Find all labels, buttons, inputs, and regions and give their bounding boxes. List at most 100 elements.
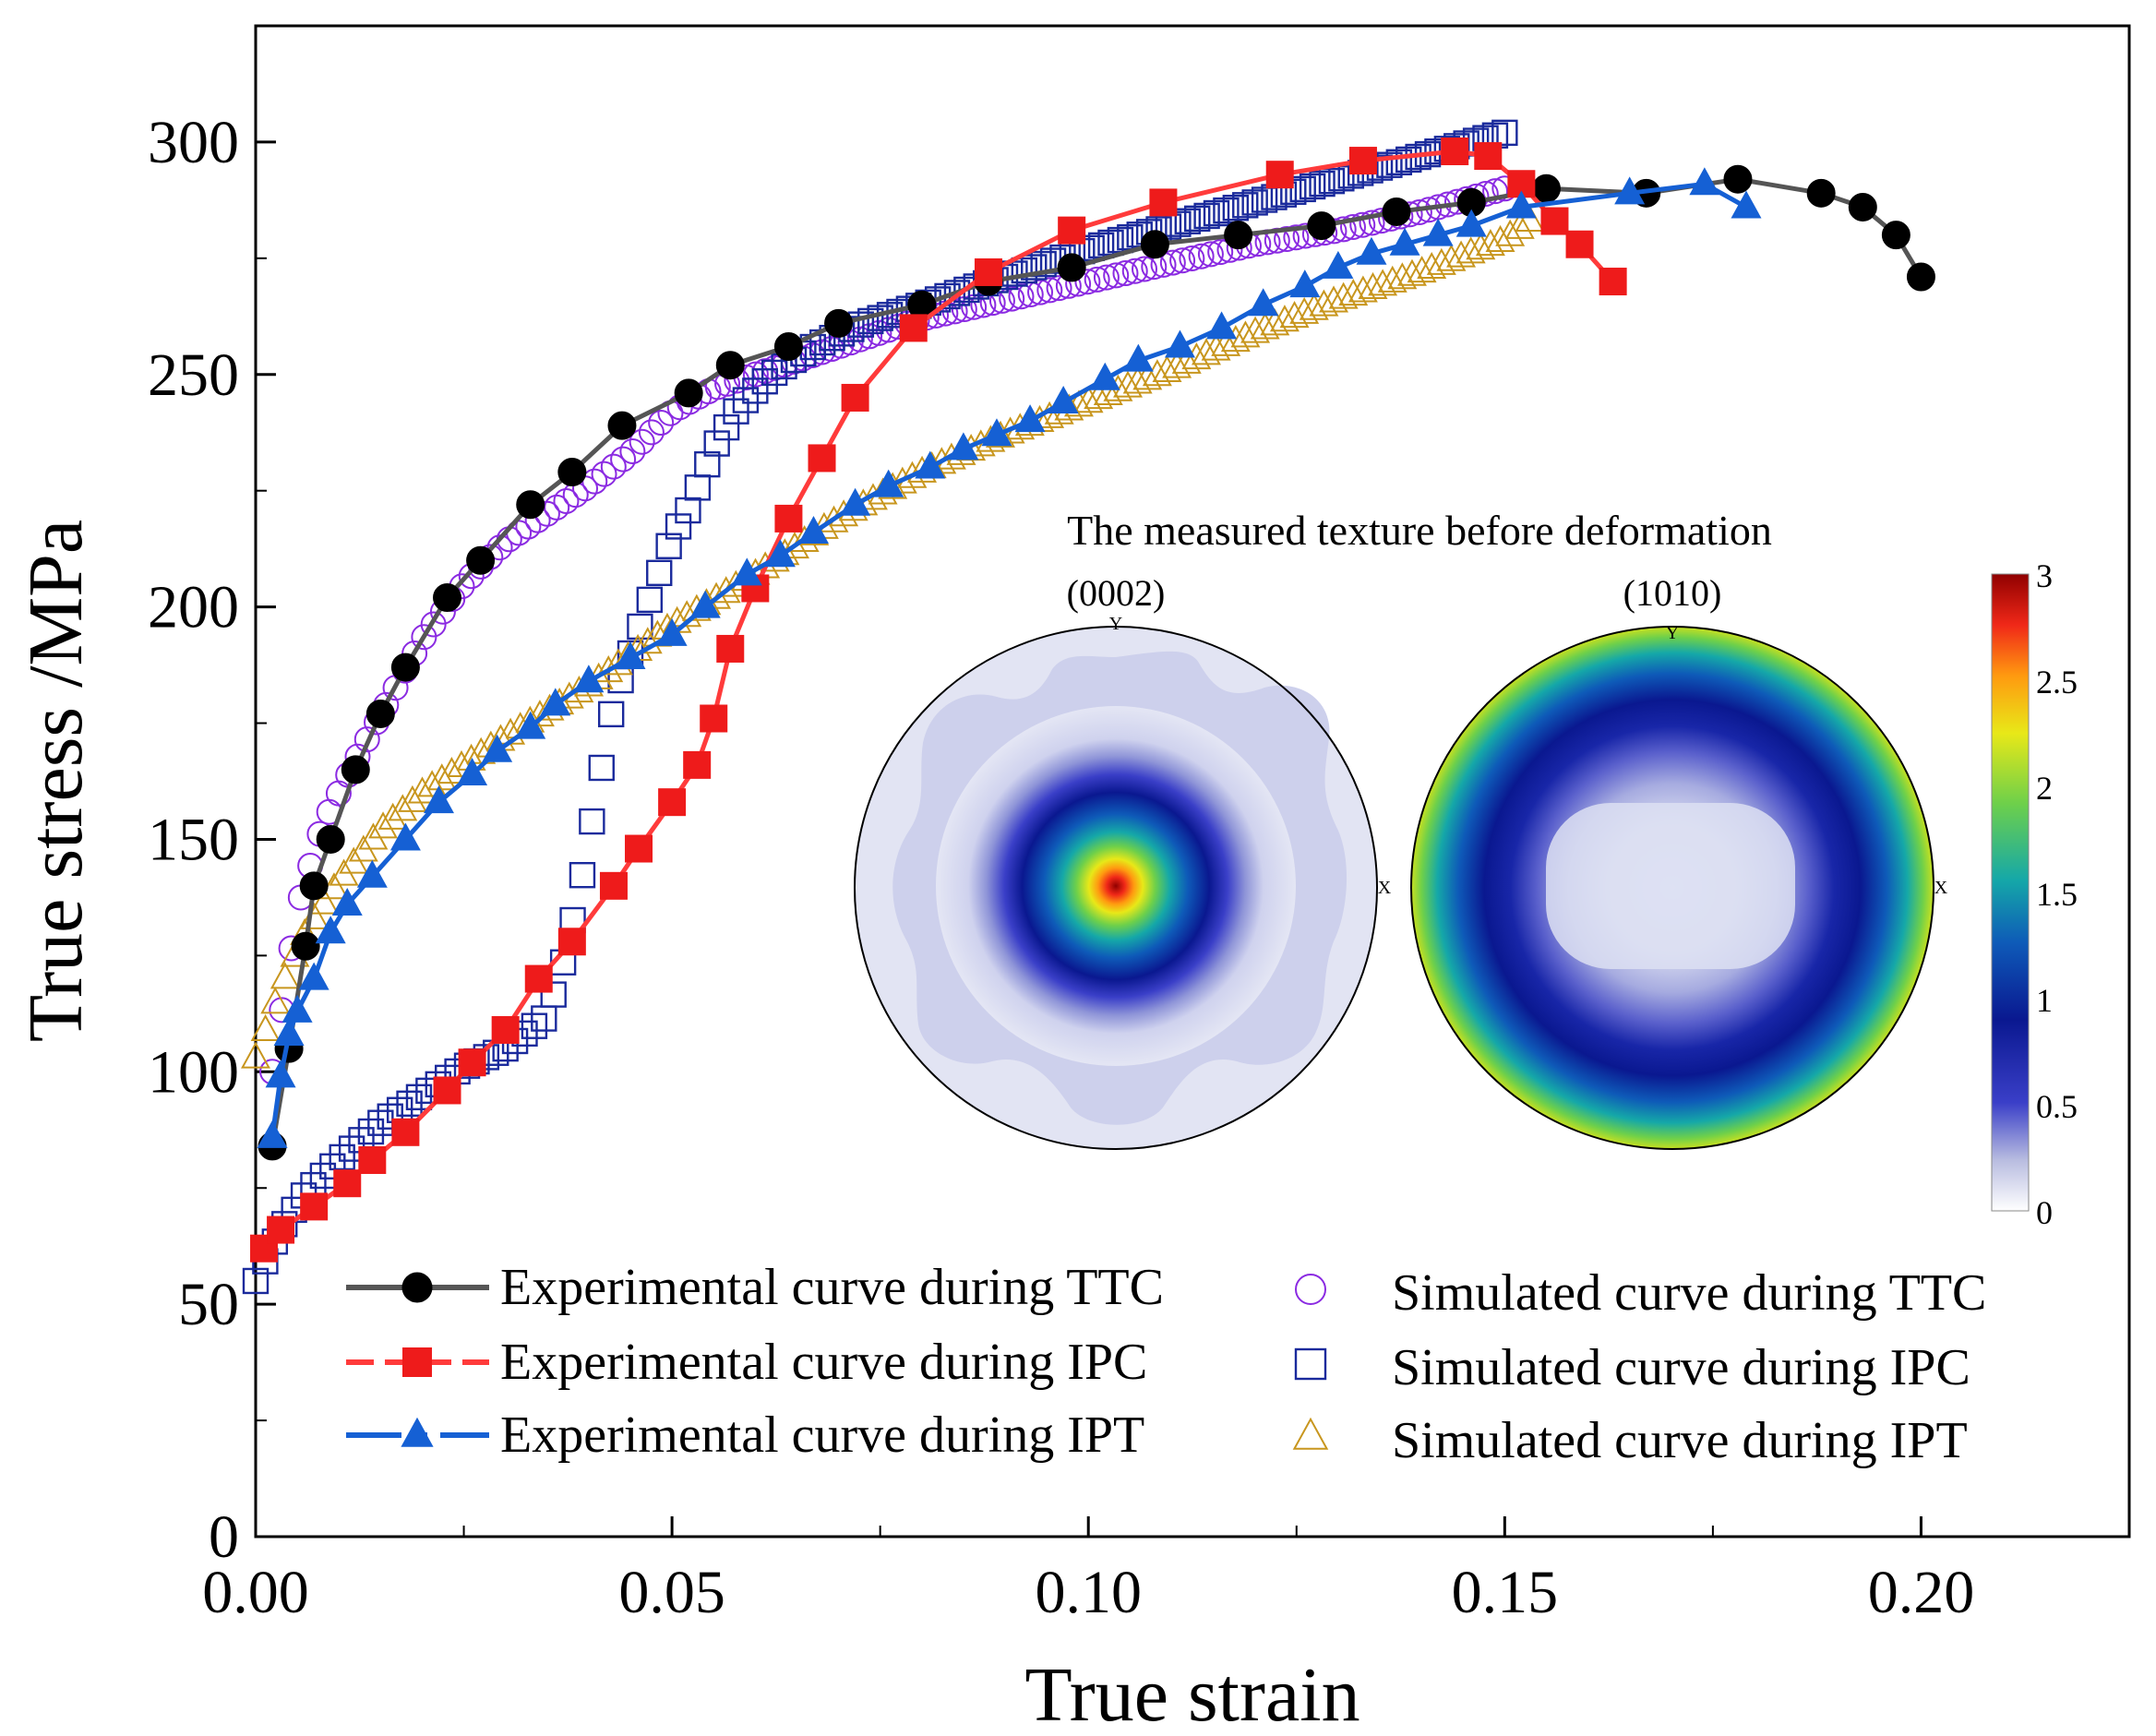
data-point <box>1203 199 1230 227</box>
data-point <box>426 763 457 791</box>
data-point <box>1495 219 1526 246</box>
data-point <box>407 776 437 804</box>
data-point <box>1103 262 1130 289</box>
data-point <box>1723 164 1753 194</box>
data-point <box>1036 277 1063 304</box>
data-point <box>557 458 587 487</box>
data-point <box>610 446 637 473</box>
data-point <box>491 1015 520 1044</box>
data-point <box>260 987 291 1014</box>
data-point <box>629 428 655 455</box>
series-experimental-curve-during-ipc <box>250 137 1627 1263</box>
data-point <box>1152 354 1182 383</box>
data-point <box>389 822 421 851</box>
data-point <box>1436 244 1467 271</box>
data-point <box>1089 362 1120 390</box>
data-point <box>1206 311 1238 340</box>
data-point <box>742 361 769 388</box>
data-point <box>1122 343 1154 372</box>
legend-item-experimental-curve-during-ttc: Experimental curve during TTC <box>346 1259 1164 1316</box>
data-point <box>1565 230 1594 258</box>
y-tick-label: 300 <box>148 109 239 176</box>
pole-figure-0002: (0002) Y X <box>854 572 1392 1150</box>
data-point <box>319 1153 346 1179</box>
data-point <box>1279 301 1310 329</box>
data-point <box>242 1267 270 1295</box>
data-point <box>1188 243 1215 269</box>
y-axis-label: True stress /MPa <box>13 520 99 1042</box>
data-point <box>1248 288 1279 317</box>
data-point <box>627 613 653 641</box>
series-experimental-curve-during-ipt <box>257 167 1762 1148</box>
data-point <box>1265 161 1294 189</box>
data-point <box>273 1018 305 1047</box>
data-point <box>333 1169 362 1198</box>
data-point <box>1299 293 1329 320</box>
data-point <box>689 590 721 618</box>
colorbar-tick-label: 0 <box>2036 1194 2053 1231</box>
data-point <box>423 785 454 814</box>
data-point <box>773 332 803 362</box>
data-point <box>1260 308 1290 336</box>
data-point <box>341 755 370 784</box>
data-point <box>1474 142 1503 171</box>
data-point <box>1319 285 1349 313</box>
data-point <box>1491 119 1518 147</box>
data-point <box>675 497 701 524</box>
legend-item-simulated-curve-during-ipt: Simulated curve during IPT <box>1292 1412 1968 1469</box>
data-point <box>1377 265 1407 293</box>
data-point <box>397 784 427 812</box>
pole-figure-0002-outline <box>854 626 1378 1150</box>
data-point <box>1241 189 1268 216</box>
data-point <box>579 808 605 835</box>
data-point <box>1211 329 1241 356</box>
data-point <box>458 1048 486 1077</box>
x-axis-label: True strain <box>1024 1652 1359 1736</box>
pole-figure-0002-label: (0002) <box>1067 572 1166 614</box>
pole-figure-1010-center-plateau <box>1546 803 1795 969</box>
data-point <box>646 559 673 587</box>
data-point <box>540 688 571 716</box>
data-point <box>377 802 408 830</box>
x-tick-label: 0.00 <box>202 1559 309 1626</box>
data-point <box>521 1012 548 1039</box>
data-point <box>1881 221 1910 250</box>
pole-figure-1010: (1010) Y X <box>1410 572 1948 1150</box>
colorbar-tick-label: 3 <box>2036 557 2053 594</box>
data-point <box>1482 178 1509 205</box>
data-point <box>974 257 1002 286</box>
data-point <box>1466 233 1496 260</box>
data-point <box>615 641 646 670</box>
data-point <box>1385 149 1413 176</box>
data-point <box>1318 167 1346 195</box>
data-point <box>1515 204 1545 232</box>
data-point <box>1021 254 1048 281</box>
data-point <box>1174 208 1201 234</box>
data-point <box>1309 170 1336 198</box>
pole-figure-1010-x-axis: X <box>1934 878 1948 898</box>
y-tick-label: 200 <box>148 574 239 641</box>
data-point <box>1159 249 1186 276</box>
data-point <box>588 754 615 782</box>
data-point <box>1485 224 1515 252</box>
data-point <box>764 539 796 568</box>
colorbar-tick-labels: 0 0.5 1 1.5 2 2.5 3 <box>2036 557 2078 1231</box>
legend-label: Simulated curve during TTC <box>1392 1264 1986 1322</box>
data-point <box>1455 209 1487 237</box>
data-point <box>1140 230 1169 259</box>
data-point <box>241 1041 270 1069</box>
data-point <box>1184 205 1211 233</box>
data-point <box>1475 229 1505 257</box>
data-point <box>597 700 625 728</box>
data-point <box>656 617 688 646</box>
legend-marker <box>401 1417 434 1447</box>
data-point <box>648 410 675 437</box>
data-point <box>780 532 810 559</box>
data-point <box>732 387 760 413</box>
data-point <box>1323 250 1354 279</box>
data-point <box>357 1118 385 1145</box>
legend-label: Simulated curve during IPT <box>1392 1412 1968 1469</box>
data-point <box>1356 236 1387 265</box>
data-point <box>751 368 778 395</box>
